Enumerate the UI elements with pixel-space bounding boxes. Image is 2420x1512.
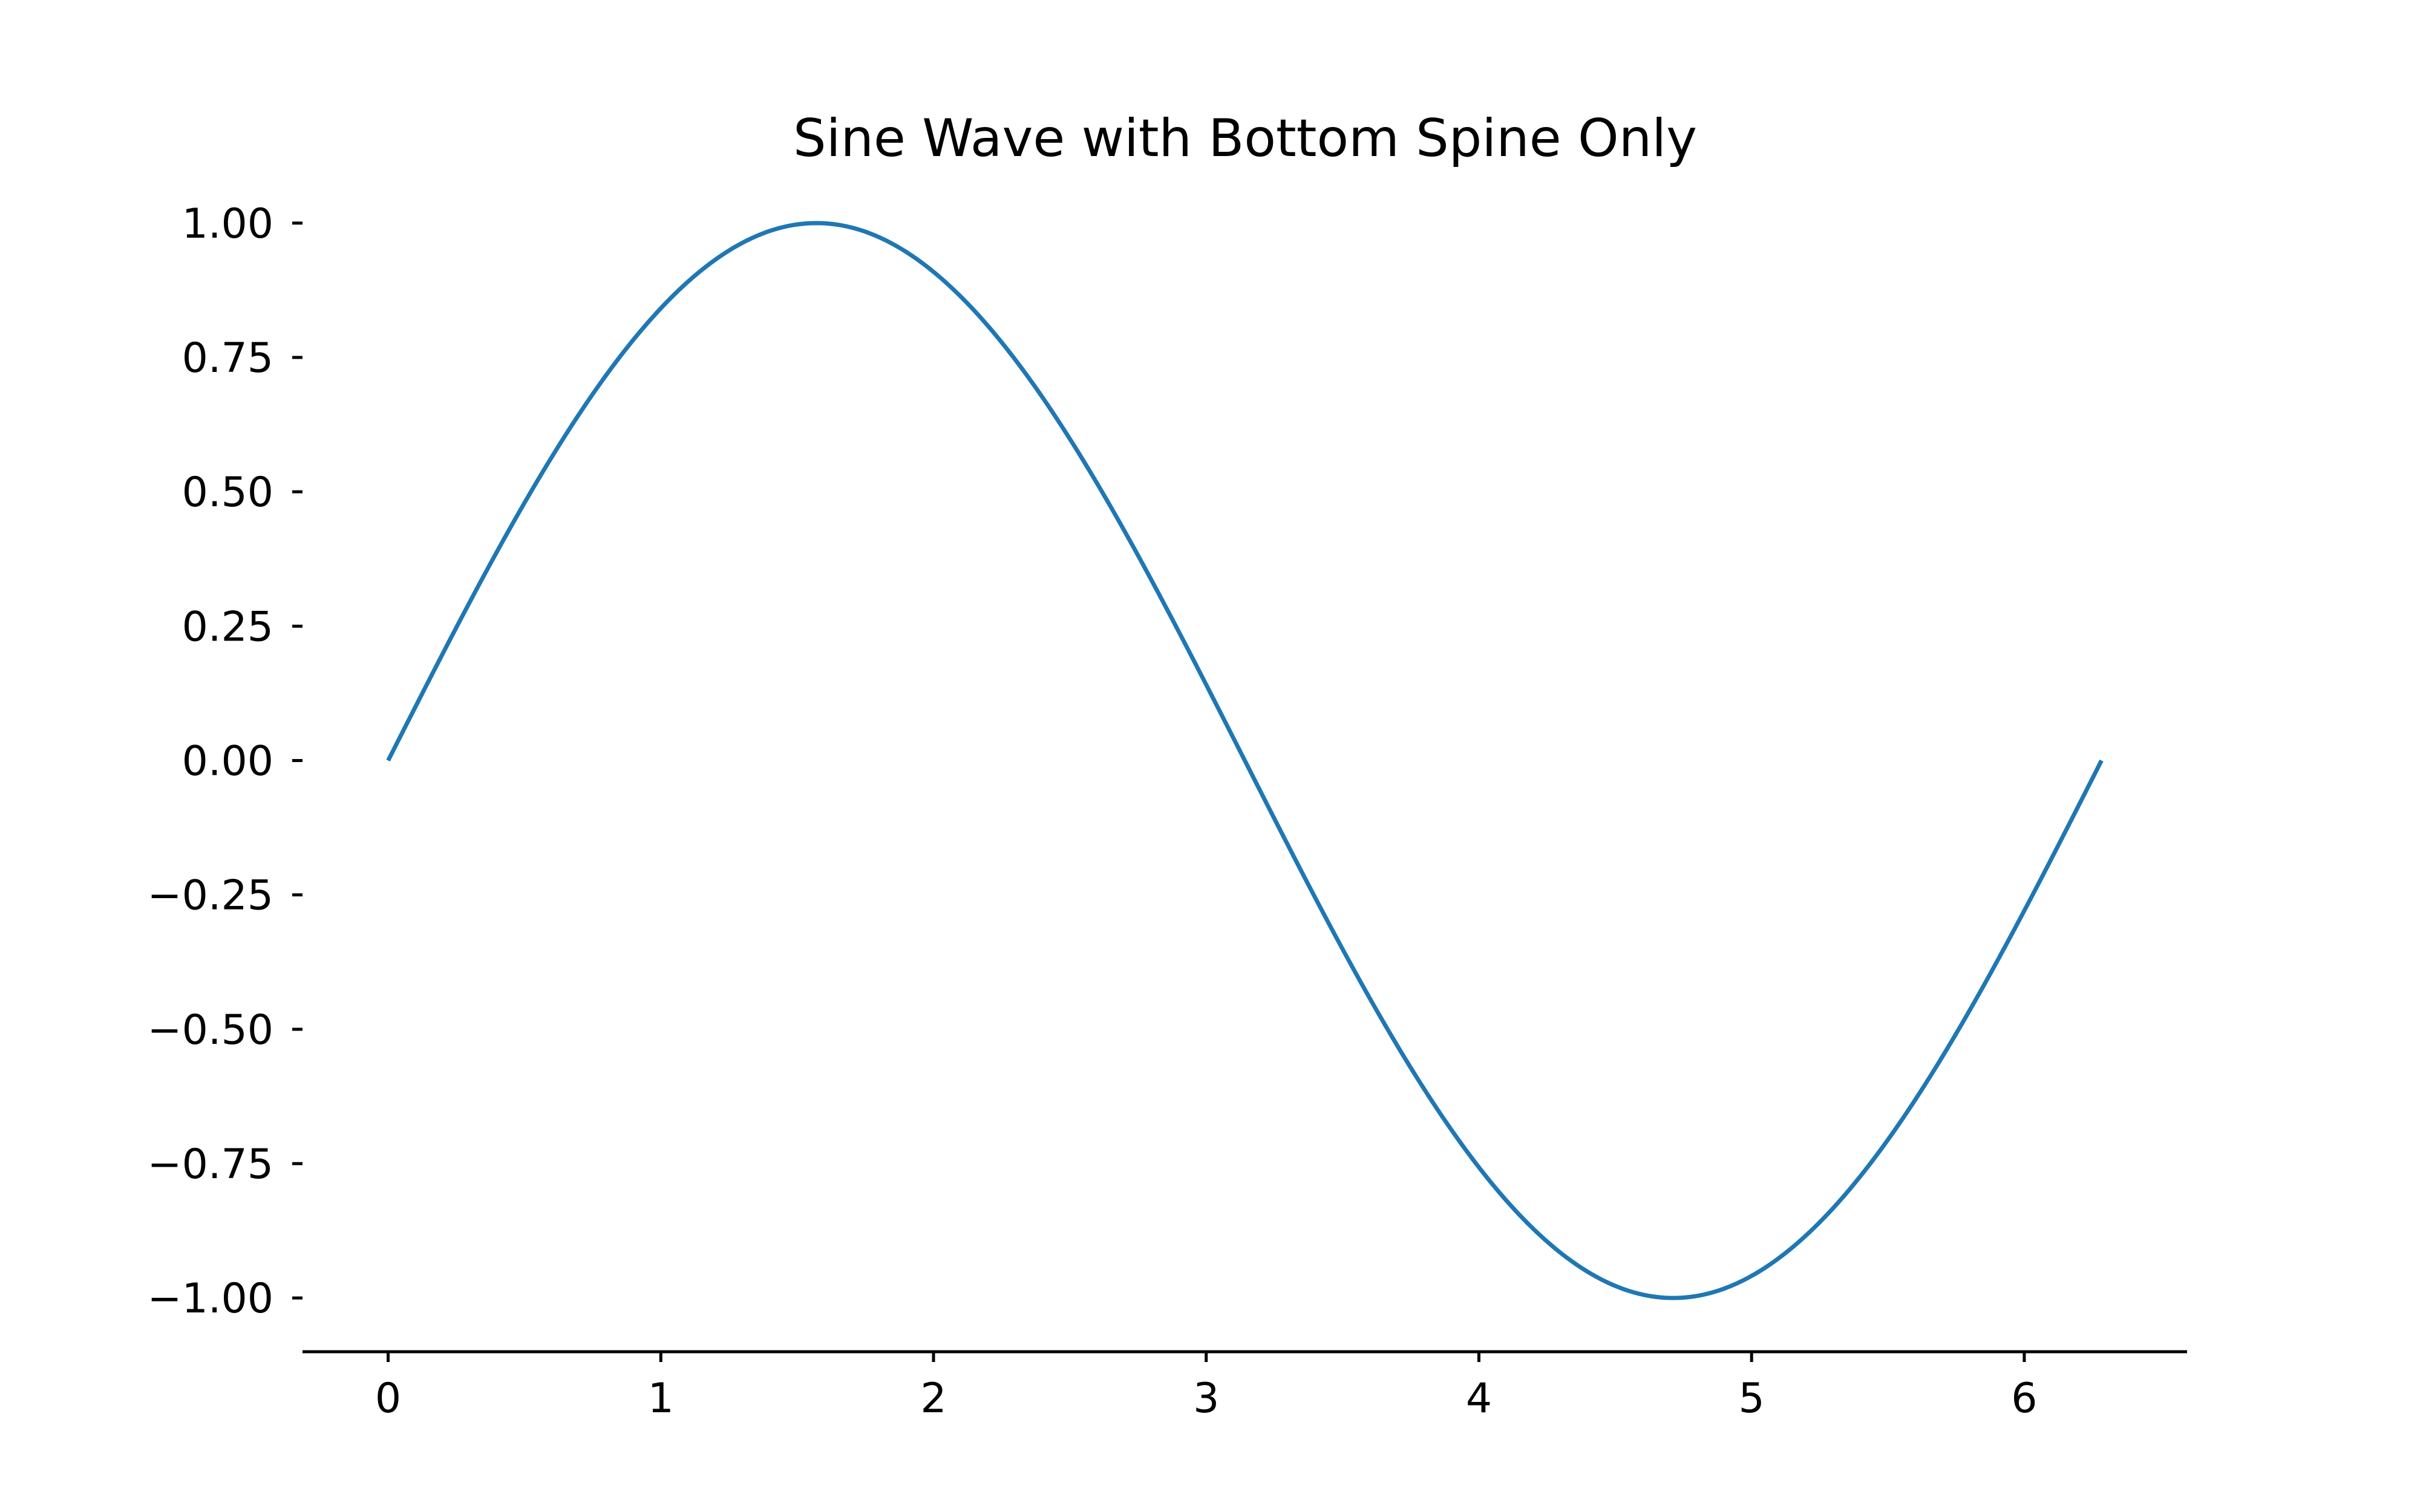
y-tick-label: 0.75	[182, 334, 273, 382]
x-tick-label: 5	[1739, 1375, 1765, 1422]
x-tick-label: 4	[1466, 1375, 1492, 1422]
x-tick-label: 3	[1193, 1375, 1219, 1422]
x-tick-label: 0	[375, 1375, 401, 1422]
x-tick-label: 1	[648, 1375, 674, 1422]
y-axis: 1.00 0.75 0.50 0.25 0.00 −0.25 −0.50 −0.75 −1.00	[148, 200, 302, 1323]
y-tick-label: 0.00	[182, 738, 273, 786]
chart-title: Sine Wave with Bottom Spine Only	[793, 108, 1697, 169]
sine-series-line	[386, 221, 2104, 1300]
series-group	[386, 221, 2104, 1300]
y-tick-label: 0.25	[182, 603, 273, 651]
y-tick-label: 1.00	[182, 200, 273, 248]
y-tick-label: −0.25	[148, 872, 273, 920]
x-tick-label: 6	[2011, 1375, 2037, 1422]
y-tick-label: 0.50	[182, 469, 273, 516]
y-tick-label: −0.50	[148, 1006, 273, 1054]
y-tick-label: −1.00	[148, 1275, 273, 1323]
x-axis: 0 1 2 3 4 5 6	[302, 1350, 2187, 1422]
x-tick-label: 2	[920, 1375, 946, 1422]
y-tick-label: −0.75	[148, 1141, 273, 1188]
